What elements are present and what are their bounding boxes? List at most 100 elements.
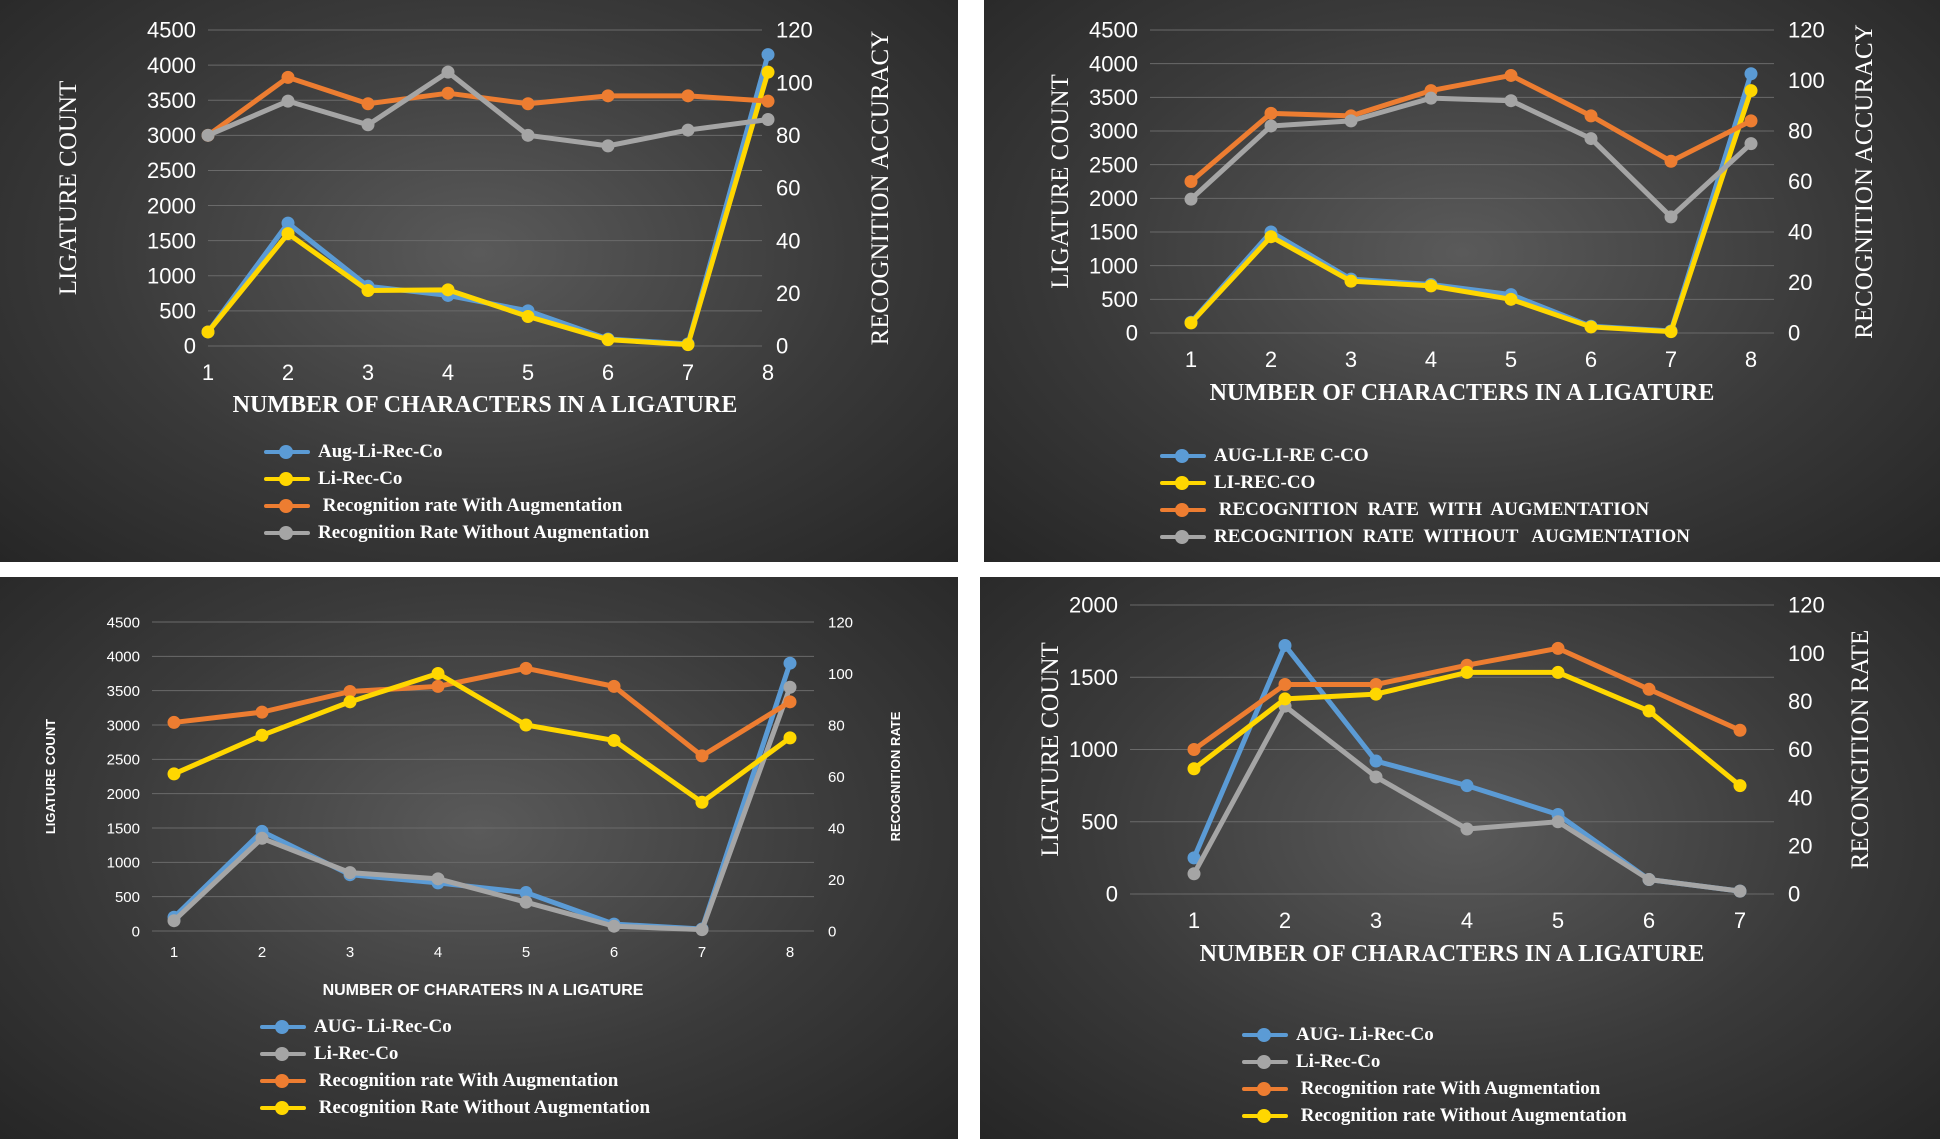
y-tick-label: 2500	[107, 752, 140, 769]
data-point	[1504, 94, 1518, 108]
legend-label: LI-REC-CO	[1214, 471, 1316, 493]
chart-panel-top-right: 0 500 1000 1500 2000 2500 3000 3500 4000 4500 0 20 4…	[984, 0, 1940, 562]
x-tick-label: 3	[1345, 347, 1357, 372]
data-point	[601, 89, 615, 103]
y2-tick-label: 120	[776, 18, 813, 43]
data-point	[681, 338, 695, 352]
legend-top-left: Aug-Li-Rec-Co Li-Rec-Co Recognition rate …	[264, 438, 649, 546]
legend-swatch	[264, 498, 310, 513]
y2-tick-label: 20	[1788, 834, 1812, 859]
x-tick-label: 7	[682, 360, 694, 385]
data-point	[201, 128, 215, 142]
data-point	[167, 914, 181, 928]
data-point	[1551, 665, 1565, 679]
data-point	[783, 731, 797, 745]
y2-axis-title: RECOGNITION ACCURACY	[1851, 24, 1878, 339]
series-line	[205, 74, 771, 138]
y-tick-label: 4500	[147, 18, 196, 43]
legend-swatch	[264, 471, 310, 486]
x-tick-label: 6	[602, 360, 614, 385]
y2-tick-label: 100	[1788, 641, 1825, 666]
data-point	[521, 128, 535, 142]
y2-tick-label: 80	[776, 123, 800, 148]
y2-tick-label: 80	[1788, 689, 1812, 714]
legend-label: RECOGNITION RATE WITHOUT AUGMENTATION	[1214, 525, 1690, 547]
data-point	[1187, 851, 1201, 865]
legend-swatch	[1242, 1081, 1288, 1096]
legend-swatch	[260, 1073, 306, 1088]
y2-tick-label: 120	[1788, 593, 1825, 618]
legend-label: AUG- Li-Rec-Co	[314, 1015, 452, 1037]
x-tick-label: 2	[1265, 347, 1277, 372]
data-point	[1664, 325, 1678, 339]
y2-tick-label: 0	[1788, 882, 1800, 907]
chart-panel-top-left: 0 500 1000 1500 2000 2500 3000 3500 4000 4500 0 20 4…	[0, 0, 958, 562]
series-line	[205, 69, 771, 149]
y-tick-label: 2500	[1089, 152, 1138, 177]
y-tick-label: 3500	[147, 88, 196, 113]
data-point	[1264, 106, 1278, 120]
legend-item: AUG- Li-Rec-Co	[1242, 1021, 1627, 1048]
legend-item: AUG- Li-Rec-Co	[260, 1013, 650, 1040]
data-point	[1744, 67, 1758, 81]
data-point	[1424, 91, 1438, 105]
chart-top-right: 0 500 1000 1500 2000 2500 3000 3500 4000 4500 0 20 4…	[1047, 18, 1878, 406]
legend-label: AUG- Li-Rec-Co	[1296, 1023, 1434, 1045]
legend-swatch	[260, 1019, 306, 1034]
data-point	[695, 749, 709, 763]
y2-tick-label: 40	[828, 820, 845, 837]
legend-item: RECOGNITION RATE WITH AUGMENTATION	[1160, 496, 1690, 523]
legend-swatch	[1242, 1027, 1288, 1042]
legend-swatch	[1160, 529, 1206, 544]
data-point	[1584, 132, 1598, 146]
x-tick-label: 3	[346, 944, 354, 961]
legend-item: Li-Rec-Co	[260, 1040, 650, 1067]
data-point	[1504, 292, 1518, 306]
data-point	[1744, 114, 1758, 128]
data-point	[361, 97, 375, 111]
x-tick-label: 4	[442, 360, 454, 385]
x-tick-label: 6	[1585, 347, 1597, 372]
data-point	[1278, 677, 1292, 691]
legend-item: RECOGNITION RATE WITHOUT AUGMENTATION	[1160, 523, 1690, 550]
data-point	[1264, 230, 1278, 244]
data-point	[521, 310, 535, 324]
data-point	[441, 283, 455, 297]
x-tick-label: 2	[1279, 908, 1291, 933]
data-point	[1642, 704, 1656, 718]
x-tick-label: 7	[1665, 347, 1677, 372]
y2-tick-label: 20	[1788, 270, 1812, 295]
data-point	[681, 123, 695, 137]
y-axis-title: LIGATURE COUNT	[1037, 642, 1064, 857]
y-tick-label: 2000	[1069, 593, 1118, 618]
y-tick-label: 4000	[147, 53, 196, 78]
legend-label: Recognition Rate Without Augmentation	[314, 1096, 651, 1118]
legend-top-right: AUG-LI-RE C-CO LI-REC-CO RECOGNITION RATE…	[1160, 442, 1690, 550]
legend-label: Li-Rec-Co	[314, 1042, 399, 1064]
data-point	[1187, 743, 1201, 756]
y-tick-label: 0	[1106, 882, 1118, 907]
data-point	[761, 65, 775, 79]
data-point	[343, 685, 357, 699]
y-tick-label: 1000	[147, 263, 196, 288]
data-point	[519, 718, 533, 732]
data-point	[695, 923, 709, 937]
y-tick-label: 4000	[107, 649, 140, 666]
data-point	[783, 695, 797, 709]
data-point	[1584, 109, 1598, 123]
legend-swatch	[1160, 502, 1206, 517]
x-axis-title: NUMBER OF CHARACTERS IN A LIGATURE	[1210, 380, 1715, 406]
y2-tick-label: 40	[776, 228, 800, 253]
y2-tick-label: 20	[776, 281, 800, 306]
y-tick-label: 2000	[147, 193, 196, 218]
x-tick-label: 6	[610, 944, 618, 961]
data-point	[441, 86, 455, 100]
y-tick-label: 1000	[107, 855, 140, 872]
data-point	[1187, 762, 1201, 776]
chart-bottom-right: 0 500 1000 1500 2000 0 20 40 60 80 100 120 1 2 3 4 5 6 7 NU…	[1037, 593, 1874, 967]
data-point	[255, 831, 269, 845]
data-point	[201, 325, 215, 339]
y2-tick-label: 100	[776, 70, 813, 95]
data-point	[441, 65, 455, 79]
y-tick-label: 500	[1081, 809, 1118, 834]
